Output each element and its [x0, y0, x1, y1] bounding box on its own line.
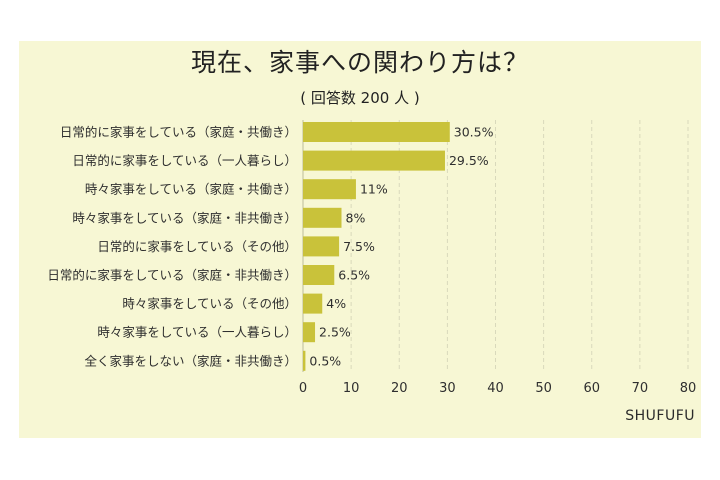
value-label: 2.5% — [319, 325, 351, 340]
x-tick-label: 70 — [632, 381, 649, 396]
x-tick-label: 60 — [583, 381, 600, 396]
x-tick-label: 30 — [439, 381, 456, 396]
bar — [303, 122, 450, 142]
value-label: 8% — [346, 210, 366, 225]
category-label: 時々家事をしている（家庭・非共働き） — [72, 210, 297, 225]
value-label: 6.5% — [338, 268, 370, 283]
value-label: 30.5% — [454, 125, 494, 140]
source-brand: SHUFUFU — [625, 408, 695, 424]
x-tick-label: 0 — [299, 381, 307, 396]
bar — [303, 350, 306, 371]
bar — [303, 150, 445, 171]
value-label: 11% — [360, 182, 388, 197]
category-label: 時々家事をしている（その他） — [122, 296, 297, 311]
bar — [303, 207, 342, 228]
category-label: 日常的に家事をしている（家庭・非共働き） — [47, 268, 297, 283]
bars — [303, 122, 450, 371]
x-tick-label: 40 — [487, 381, 504, 396]
category-label: 日常的に家事をしている（一人暮らし） — [72, 153, 297, 168]
category-label: 日常的に家事をしている（その他） — [97, 239, 297, 254]
x-tick-label: 80 — [680, 381, 697, 396]
value-labels: 30.5% 29.5% 11% 8% 7.5% 6.5% 4% 2.5% 0.5% — [309, 125, 493, 369]
chart-subtitle: ( 回答数 200 人 ) — [300, 89, 420, 107]
value-label: 0.5% — [309, 353, 341, 368]
category-label: 全く家事をしない（家庭・非共働き） — [84, 353, 297, 368]
chart-title: 現在、家事への関わり方は？ — [190, 48, 529, 77]
category-label: 時々家事をしている（一人暮らし） — [97, 325, 297, 340]
bar — [303, 322, 316, 343]
value-label: 29.5% — [449, 153, 489, 168]
x-tick-label: 50 — [535, 381, 552, 396]
chart-background-panel — [19, 41, 701, 438]
x-axis-ticks: 0 10 20 30 40 50 60 70 80 — [299, 381, 696, 396]
bar — [303, 179, 356, 200]
category-label: 時々家事をしている（家庭・共働き） — [85, 182, 297, 197]
x-tick-label: 20 — [391, 381, 408, 396]
value-label: 4% — [326, 296, 346, 311]
bar — [303, 265, 335, 285]
category-labels: 日常的に家事をしている（家庭・共働き） 日常的に家事をしている（一人暮らし） 時々家… — [47, 125, 297, 369]
x-tick-label: 10 — [343, 381, 360, 396]
bar — [303, 236, 340, 257]
bar — [303, 293, 323, 314]
value-label: 7.5% — [343, 239, 375, 254]
category-label: 日常的に家事をしている（家庭・共働き） — [60, 125, 297, 140]
